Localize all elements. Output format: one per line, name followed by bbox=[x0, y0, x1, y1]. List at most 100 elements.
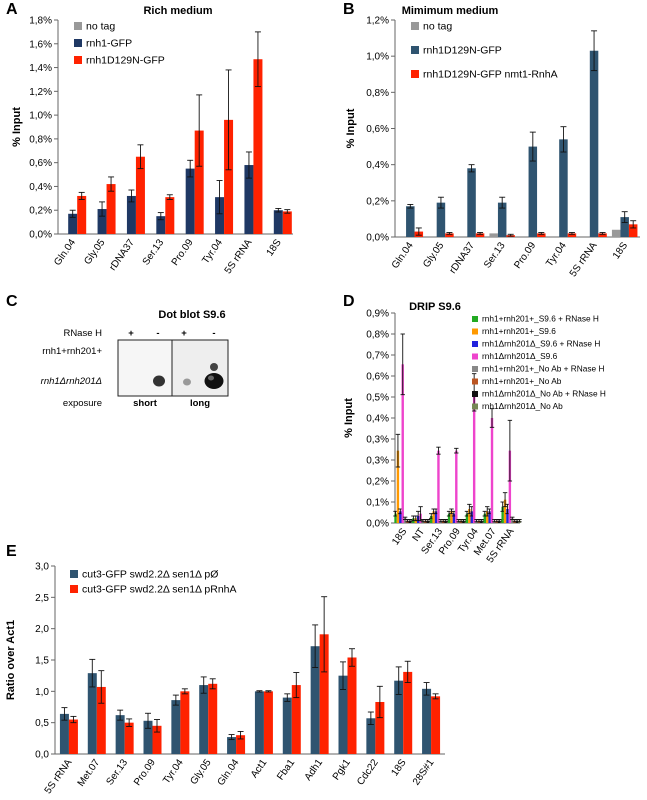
bar bbox=[559, 139, 568, 237]
legend-label: rnh1Δrnh201Δ_S9.6 bbox=[482, 351, 558, 361]
blot-long-exposure bbox=[171, 339, 229, 397]
legend-swatch bbox=[472, 328, 478, 335]
x-tick-label: Pro.09 bbox=[132, 757, 158, 788]
row-label-mutant: rnh1Δrnh201Δ bbox=[41, 376, 102, 387]
legend-swatch bbox=[411, 70, 419, 78]
x-tick-label: 18S bbox=[611, 240, 630, 261]
x-tick-label: Cdc22 bbox=[355, 757, 381, 787]
legend-swatch bbox=[74, 39, 82, 47]
bar bbox=[227, 737, 237, 754]
y-tick-label: 0,8% bbox=[366, 330, 389, 341]
y-tick-label: 0,5% bbox=[366, 393, 389, 404]
x-tick-label: Act1 bbox=[249, 757, 270, 780]
legend-label: rnh1Δrnh201Δ_No Ab + RNase H bbox=[482, 389, 606, 399]
dot-long-wildtype bbox=[210, 363, 218, 371]
bar bbox=[403, 518, 407, 523]
x-tick-label: 28S#1 bbox=[411, 757, 437, 787]
y-tick-label: 0,6% bbox=[366, 372, 389, 383]
bar bbox=[470, 511, 473, 523]
bar bbox=[199, 685, 209, 754]
bar bbox=[171, 700, 181, 754]
bar bbox=[489, 233, 498, 237]
x-tick-label: Pro.09 bbox=[512, 240, 538, 271]
bar bbox=[503, 499, 507, 523]
bar bbox=[208, 683, 218, 754]
legend-label: no tag bbox=[86, 21, 115, 33]
blot-short-exposure bbox=[117, 339, 173, 397]
bar bbox=[59, 713, 69, 754]
dot-short-mutant bbox=[153, 375, 165, 387]
bar bbox=[511, 518, 514, 523]
rnase-plus-short: + bbox=[128, 328, 134, 339]
y-tick-label: 1,2% bbox=[29, 87, 52, 98]
bar bbox=[282, 211, 292, 234]
bar bbox=[135, 156, 145, 234]
y-tick-label: 0,7% bbox=[366, 351, 389, 362]
panel-label-a: A bbox=[6, 1, 18, 18]
y-tick-label: 2,0 bbox=[35, 624, 49, 635]
y-tick-label: 1,6% bbox=[29, 39, 52, 50]
chart-ratio-over-act1: Ratio over Act1 0,0 0,5 1,0 1,5 2,0 2,5 3,0 5S r… bbox=[5, 562, 445, 796]
bar bbox=[291, 685, 301, 754]
y-tick-label: 0,6% bbox=[29, 158, 52, 169]
rnase-h-label: RNase H bbox=[63, 328, 102, 339]
bar bbox=[263, 691, 273, 754]
bar bbox=[399, 511, 402, 523]
x-tick-label: Pgk1 bbox=[331, 757, 353, 782]
bar bbox=[628, 224, 638, 237]
y-tick-label: 0,3% bbox=[366, 456, 389, 467]
y-tick-label: 1,0% bbox=[366, 52, 389, 63]
bar bbox=[455, 450, 458, 523]
x-tick-label: Gln.04 bbox=[52, 237, 78, 268]
x-tick-label: Ser.13 bbox=[105, 757, 131, 787]
bar bbox=[254, 691, 264, 754]
bar bbox=[394, 680, 404, 754]
x-tick-label: rDNA37 bbox=[448, 240, 478, 276]
bar bbox=[126, 195, 136, 234]
bar bbox=[508, 450, 512, 523]
y-tick-label: 1,2% bbox=[366, 16, 389, 27]
legend-swatch bbox=[74, 56, 82, 64]
y-tick-label: 0,4% bbox=[366, 160, 389, 171]
legend-label: cut3-GFP swd2.2Δ sen1Δ pRnhA bbox=[82, 584, 237, 596]
bar bbox=[452, 513, 456, 523]
bar bbox=[106, 184, 116, 234]
y-tick-label: 0,1% bbox=[366, 498, 389, 509]
bar bbox=[77, 195, 87, 234]
bar bbox=[465, 513, 469, 523]
bar bbox=[236, 735, 246, 754]
panel-label-d: D bbox=[343, 293, 355, 310]
x-tick-label: Gly.05 bbox=[421, 240, 446, 270]
bar bbox=[401, 364, 404, 523]
bar bbox=[180, 691, 190, 754]
legend-swatch bbox=[472, 391, 478, 397]
y-tick-label: 0,4% bbox=[29, 182, 52, 193]
bar bbox=[447, 513, 451, 523]
panel-label-c: C bbox=[6, 293, 18, 310]
rnase-minus-short: - bbox=[156, 328, 159, 339]
y-tick-label: 0,2% bbox=[366, 477, 389, 488]
legend-swatch bbox=[411, 46, 419, 54]
bar bbox=[97, 209, 107, 234]
bar bbox=[124, 722, 134, 754]
x-tick-label: Met.07 bbox=[76, 757, 103, 789]
x-tick-label: Gln.04 bbox=[216, 757, 242, 788]
bar bbox=[68, 213, 78, 234]
y-tick-label: 2,5 bbox=[35, 593, 49, 604]
bar bbox=[422, 688, 432, 754]
bar bbox=[406, 206, 415, 237]
legend-label: rnh1D129N-GFP nmt1-RnhA bbox=[423, 69, 558, 81]
bar bbox=[497, 202, 507, 237]
x-tick-label: 18S bbox=[390, 526, 409, 547]
bar bbox=[224, 119, 234, 234]
exposure-short: short bbox=[133, 398, 158, 409]
bar bbox=[468, 509, 471, 523]
bar bbox=[445, 233, 454, 237]
y-tick-label: 0,8% bbox=[29, 134, 52, 145]
bar bbox=[366, 718, 376, 754]
y-axis-label: % Input bbox=[343, 398, 355, 438]
y-tick-label: 0,2% bbox=[366, 196, 389, 207]
x-tick-label: Gly.05 bbox=[189, 757, 214, 787]
x-tick-label: 5S rRNA bbox=[43, 757, 75, 796]
